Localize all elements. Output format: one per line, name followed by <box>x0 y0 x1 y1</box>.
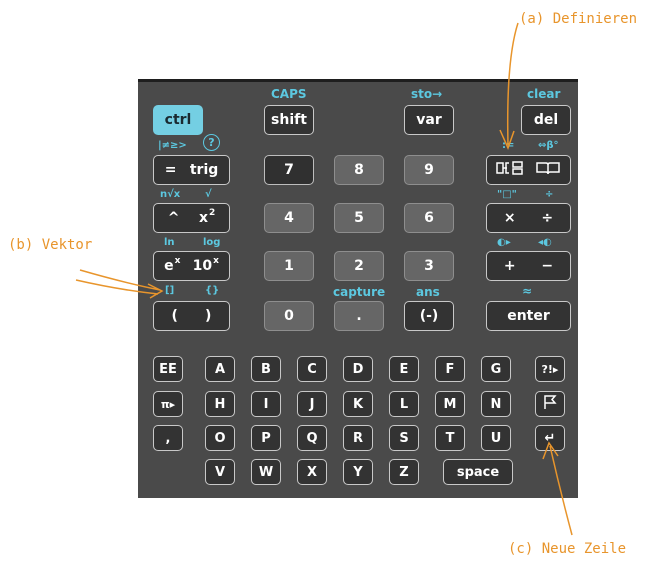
arrow-vektor <box>75 269 164 299</box>
caret-label: ^ <box>167 210 180 226</box>
key-i[interactable]: I <box>251 391 281 417</box>
label-divide-small: ÷ <box>545 189 554 200</box>
key-c[interactable]: C <box>297 356 327 382</box>
key-z[interactable]: Z <box>389 459 419 485</box>
key-f[interactable]: F <box>435 356 465 382</box>
key-2[interactable]: 2 <box>334 251 384 281</box>
label-log: log <box>203 237 221 248</box>
flag-key[interactable] <box>535 391 565 417</box>
exp-label: ex <box>164 256 181 274</box>
template-catalog-key[interactable] <box>486 155 571 185</box>
key-j[interactable]: J <box>297 391 327 417</box>
rparen-label: ) <box>205 308 212 324</box>
help-circle-icon[interactable]: ? <box>203 134 220 151</box>
key-1[interactable]: 1 <box>264 251 314 281</box>
label-quote: "□" <box>497 189 517 200</box>
equals-label: = <box>164 162 177 178</box>
dot-key[interactable]: . <box>334 301 384 331</box>
label-sto: sto→ <box>411 87 443 101</box>
key-v[interactable]: V <box>205 459 235 485</box>
del-key[interactable]: del <box>521 105 571 135</box>
label-brackets: [] <box>165 285 175 296</box>
annotation-neue-zeile: (c) Neue Zeile <box>508 541 627 557</box>
key-u[interactable]: U <box>481 425 511 451</box>
label-right-cursor: ◂◐ <box>538 237 552 248</box>
pi-key[interactable]: π▸ <box>153 391 183 417</box>
comma-key[interactable]: , <box>153 425 183 451</box>
enter-key[interactable]: enter <box>486 301 571 331</box>
label-capture: capture <box>333 285 386 299</box>
key-g[interactable]: G <box>481 356 511 382</box>
equals-trig-key[interactable]: = trig <box>153 155 230 185</box>
arrow-definieren <box>499 22 519 151</box>
times-divide-key[interactable]: × ÷ <box>486 203 571 233</box>
shift-key[interactable]: shift <box>264 105 314 135</box>
key-s[interactable]: S <box>389 425 419 451</box>
arrow-neue-zeile <box>542 441 573 536</box>
key-0[interactable]: 0 <box>264 301 314 331</box>
var-key[interactable]: var <box>404 105 454 135</box>
minus-label: − <box>541 258 554 274</box>
help-label: ? <box>208 136 215 149</box>
key-l[interactable]: L <box>389 391 419 417</box>
key-k[interactable]: K <box>343 391 373 417</box>
lparen-label: ( <box>171 308 178 324</box>
key-d[interactable]: D <box>343 356 373 382</box>
key-h[interactable]: H <box>205 391 235 417</box>
ctrl-key[interactable]: ctrl <box>153 105 203 135</box>
plus-minus-key[interactable]: + − <box>486 251 571 281</box>
square-label: x2 <box>198 208 216 226</box>
key-9[interactable]: 9 <box>404 155 454 185</box>
label-approx: ≈ <box>522 284 533 298</box>
times-label: × <box>503 210 516 226</box>
key-7[interactable]: 7 <box>264 155 314 185</box>
key-p[interactable]: P <box>251 425 281 451</box>
book-icon <box>535 160 561 180</box>
label-braces: {} <box>205 285 220 296</box>
key-o[interactable]: O <box>205 425 235 451</box>
key-t[interactable]: T <box>435 425 465 451</box>
power-square-key[interactable]: ^ x2 <box>153 203 230 233</box>
key-4[interactable]: 4 <box>264 203 314 233</box>
space-key[interactable]: space <box>443 459 513 485</box>
key-8[interactable]: 8 <box>334 155 384 185</box>
trig-label: trig <box>189 162 219 178</box>
key-w[interactable]: W <box>251 459 281 485</box>
label-caps: CAPS <box>271 87 307 101</box>
key-a[interactable]: A <box>205 356 235 382</box>
annotation-definieren: (a) Definieren <box>519 11 638 27</box>
parens-key[interactable]: () <box>153 301 230 331</box>
key-5[interactable]: 5 <box>334 203 384 233</box>
newline-key[interactable]: ↵ <box>535 425 565 451</box>
plus-label: + <box>503 258 516 274</box>
key-e[interactable]: E <box>389 356 419 382</box>
key-q[interactable]: Q <box>297 425 327 451</box>
punctuation-key[interactable]: ?!▸ <box>535 356 565 382</box>
key-b[interactable]: B <box>251 356 281 382</box>
key-r[interactable]: R <box>343 425 373 451</box>
label-ln: ln <box>164 237 175 248</box>
ee-key[interactable]: EE <box>153 356 183 382</box>
flag-icon <box>542 394 558 414</box>
label-greek: ⇔β° <box>538 140 559 151</box>
key-n[interactable]: N <box>481 391 511 417</box>
label-clear: clear <box>527 87 561 101</box>
pow10-label: 10x <box>192 256 219 274</box>
key-3[interactable]: 3 <box>404 251 454 281</box>
annotation-vektor: (b) Vektor <box>8 237 93 253</box>
label-left-cursor: ◐▸ <box>497 237 511 248</box>
key-x[interactable]: X <box>297 459 327 485</box>
key-6[interactable]: 6 <box>404 203 454 233</box>
key-y[interactable]: Y <box>343 459 373 485</box>
template-icon <box>496 160 524 180</box>
label-sqrt: √ <box>205 189 212 200</box>
label-relops: |≠≥> <box>158 140 187 151</box>
exp-pow10-key[interactable]: ex 10x <box>153 251 230 281</box>
label-ans: ans <box>416 285 440 299</box>
divide-label: ÷ <box>541 210 554 226</box>
negate-key[interactable]: (-) <box>404 301 454 331</box>
label-nroot: n√x <box>160 189 181 200</box>
key-m[interactable]: M <box>435 391 465 417</box>
